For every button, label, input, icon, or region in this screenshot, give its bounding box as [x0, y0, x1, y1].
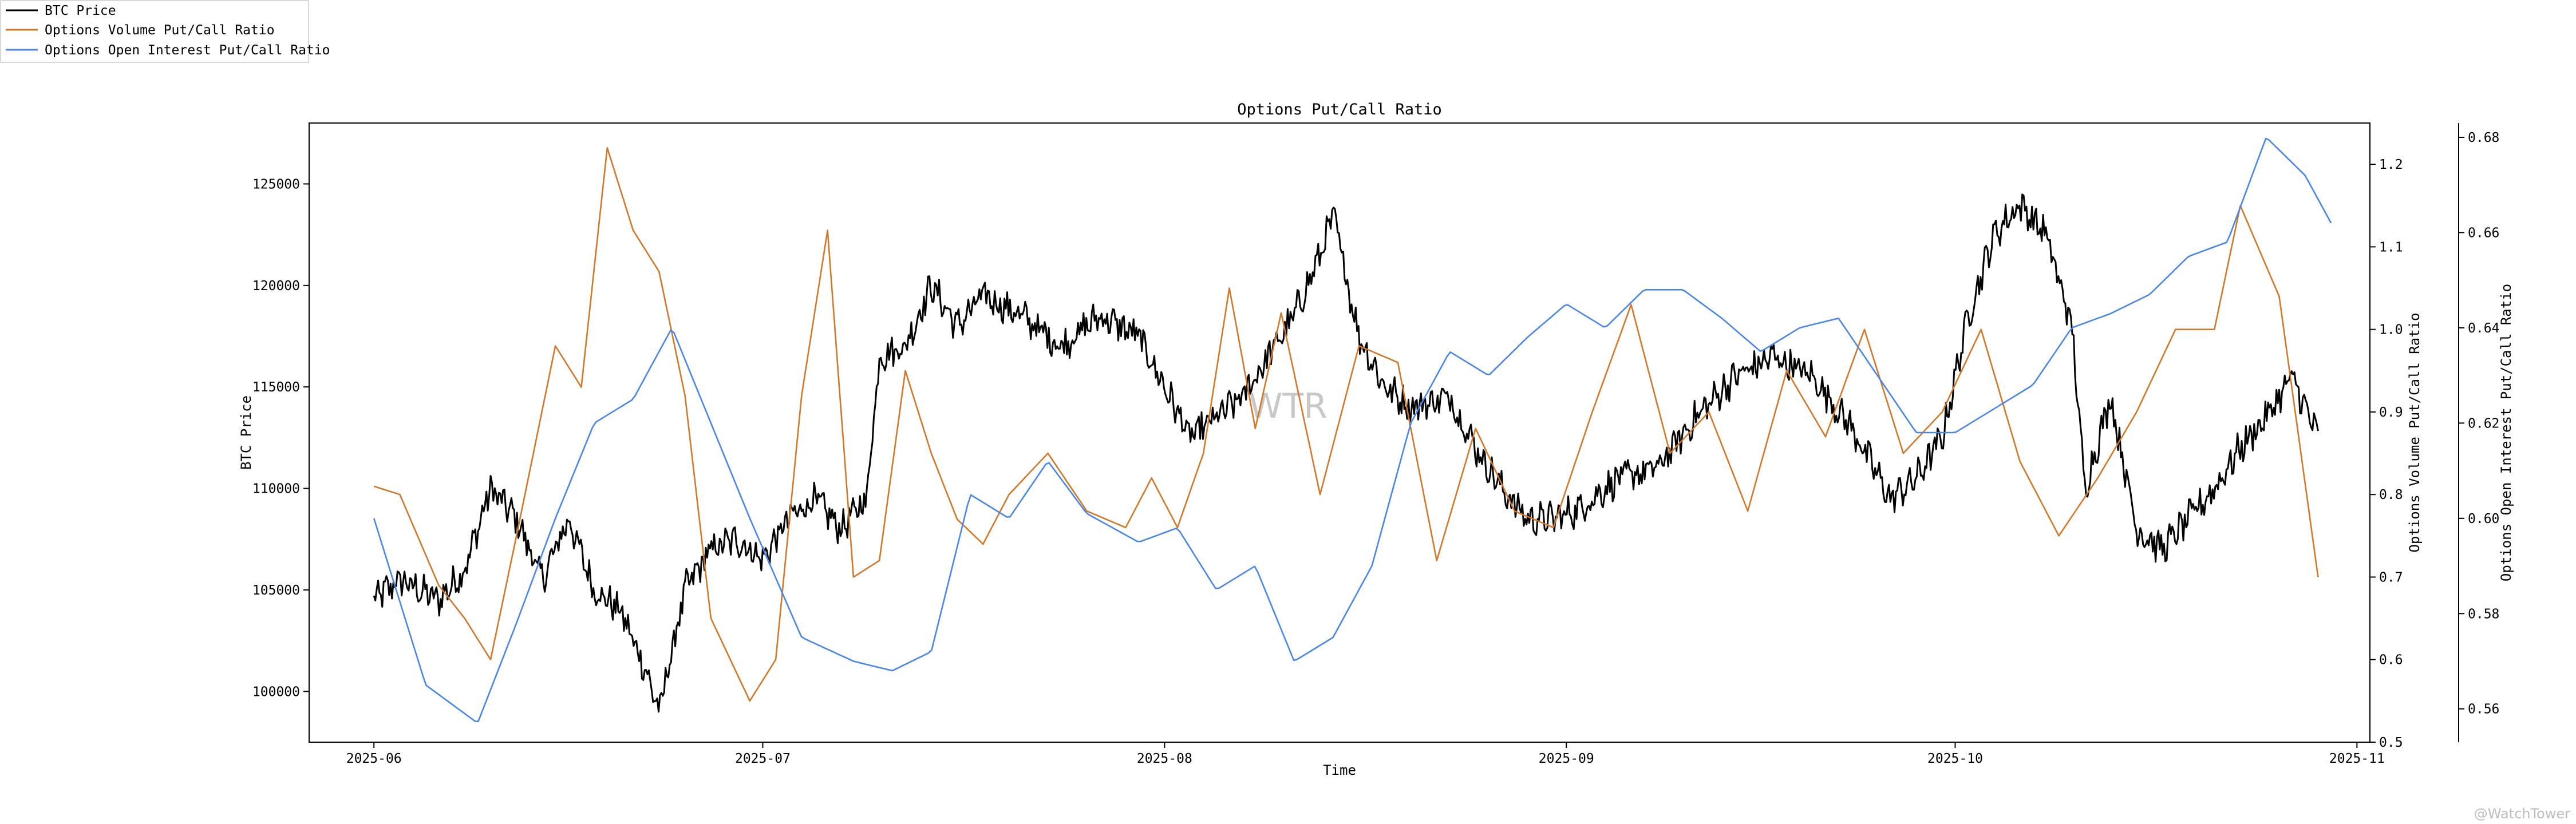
- corner-watermark: @WatchTower: [2474, 806, 2570, 822]
- volume-ratio-tick-label: 0.8: [2379, 488, 2403, 502]
- volume-ratio-tick-label: 1.2: [2379, 157, 2403, 172]
- btc-axis-label: BTC Price: [238, 395, 254, 470]
- open-interest-ratio-tick-label: 0.60: [2468, 512, 2499, 526]
- btc-tick-label: 115000: [252, 380, 300, 395]
- volume-ratio-tick-label: 0.5: [2379, 735, 2403, 750]
- volume-ratio-tick-label: 0.6: [2379, 653, 2403, 668]
- volume-ratio-line: [373, 147, 2319, 702]
- btc-price-line: [373, 193, 2319, 713]
- btc-tick-label: 110000: [252, 482, 300, 497]
- x-tick-label: 2025-06: [346, 751, 402, 766]
- btc-tick-label: 120000: [252, 279, 300, 294]
- btc-tick-label: 105000: [252, 583, 300, 598]
- btc-tick-label: 100000: [252, 684, 300, 699]
- open-interest-ratio-tick-label: 0.56: [2468, 702, 2499, 717]
- x-tick-label: 2025-09: [1539, 751, 1594, 766]
- btc-tick-label: 125000: [252, 177, 300, 192]
- volume-ratio-tick-label: 1.1: [2379, 240, 2403, 255]
- x-tick-label: 2025-07: [735, 751, 791, 766]
- x-tick-label: 2025-08: [1137, 751, 1192, 766]
- x-axis-label: Time: [1323, 762, 1356, 778]
- x-tick-label: 2025-11: [2329, 751, 2385, 766]
- legend-frame: [0, 0, 309, 63]
- open-interest-ratio-line: [373, 137, 2332, 722]
- open-interest-ratio-tick-label: 0.66: [2468, 225, 2499, 240]
- legend: BTC Price Options Volume Put/Call Ratio …: [0, 0, 330, 63]
- volume-ratio-tick-label: 1.0: [2379, 323, 2403, 338]
- x-tick-label: 2025-10: [1927, 751, 1983, 766]
- plot-frame: [309, 122, 2370, 743]
- volume-ratio-tick-label: 0.7: [2379, 570, 2403, 585]
- axes-layer: 2025-06 2025-07 2025-08 2025-09 2025-10 2025-…: [252, 130, 2499, 766]
- open-interest-ratio-tick-label: 0.64: [2468, 321, 2499, 336]
- volume-ratio-axis-label: Options Volume Put/Call Ratio: [2407, 312, 2423, 552]
- watermark-text: WTR: [1249, 386, 1327, 426]
- volume-ratio-tick-label: 0.9: [2379, 405, 2403, 420]
- legend-label-btc-price: BTC Price: [45, 3, 116, 18]
- open-interest-ratio-axis-label: Options Open Interest Put/Call Ratio: [2498, 284, 2514, 581]
- open-interest-ratio-tick-label: 0.68: [2468, 130, 2499, 145]
- series-layer: [373, 137, 2332, 722]
- legend-label-volume-ratio: Options Volume Put/Call Ratio: [45, 23, 275, 38]
- open-interest-ratio-tick-label: 0.62: [2468, 416, 2499, 431]
- chart-title: Options Put/Call Ratio: [1237, 101, 1442, 118]
- open-interest-ratio-tick-label: 0.58: [2468, 607, 2499, 621]
- legend-label-open-interest-ratio: Options Open Interest Put/Call Ratio: [45, 43, 330, 58]
